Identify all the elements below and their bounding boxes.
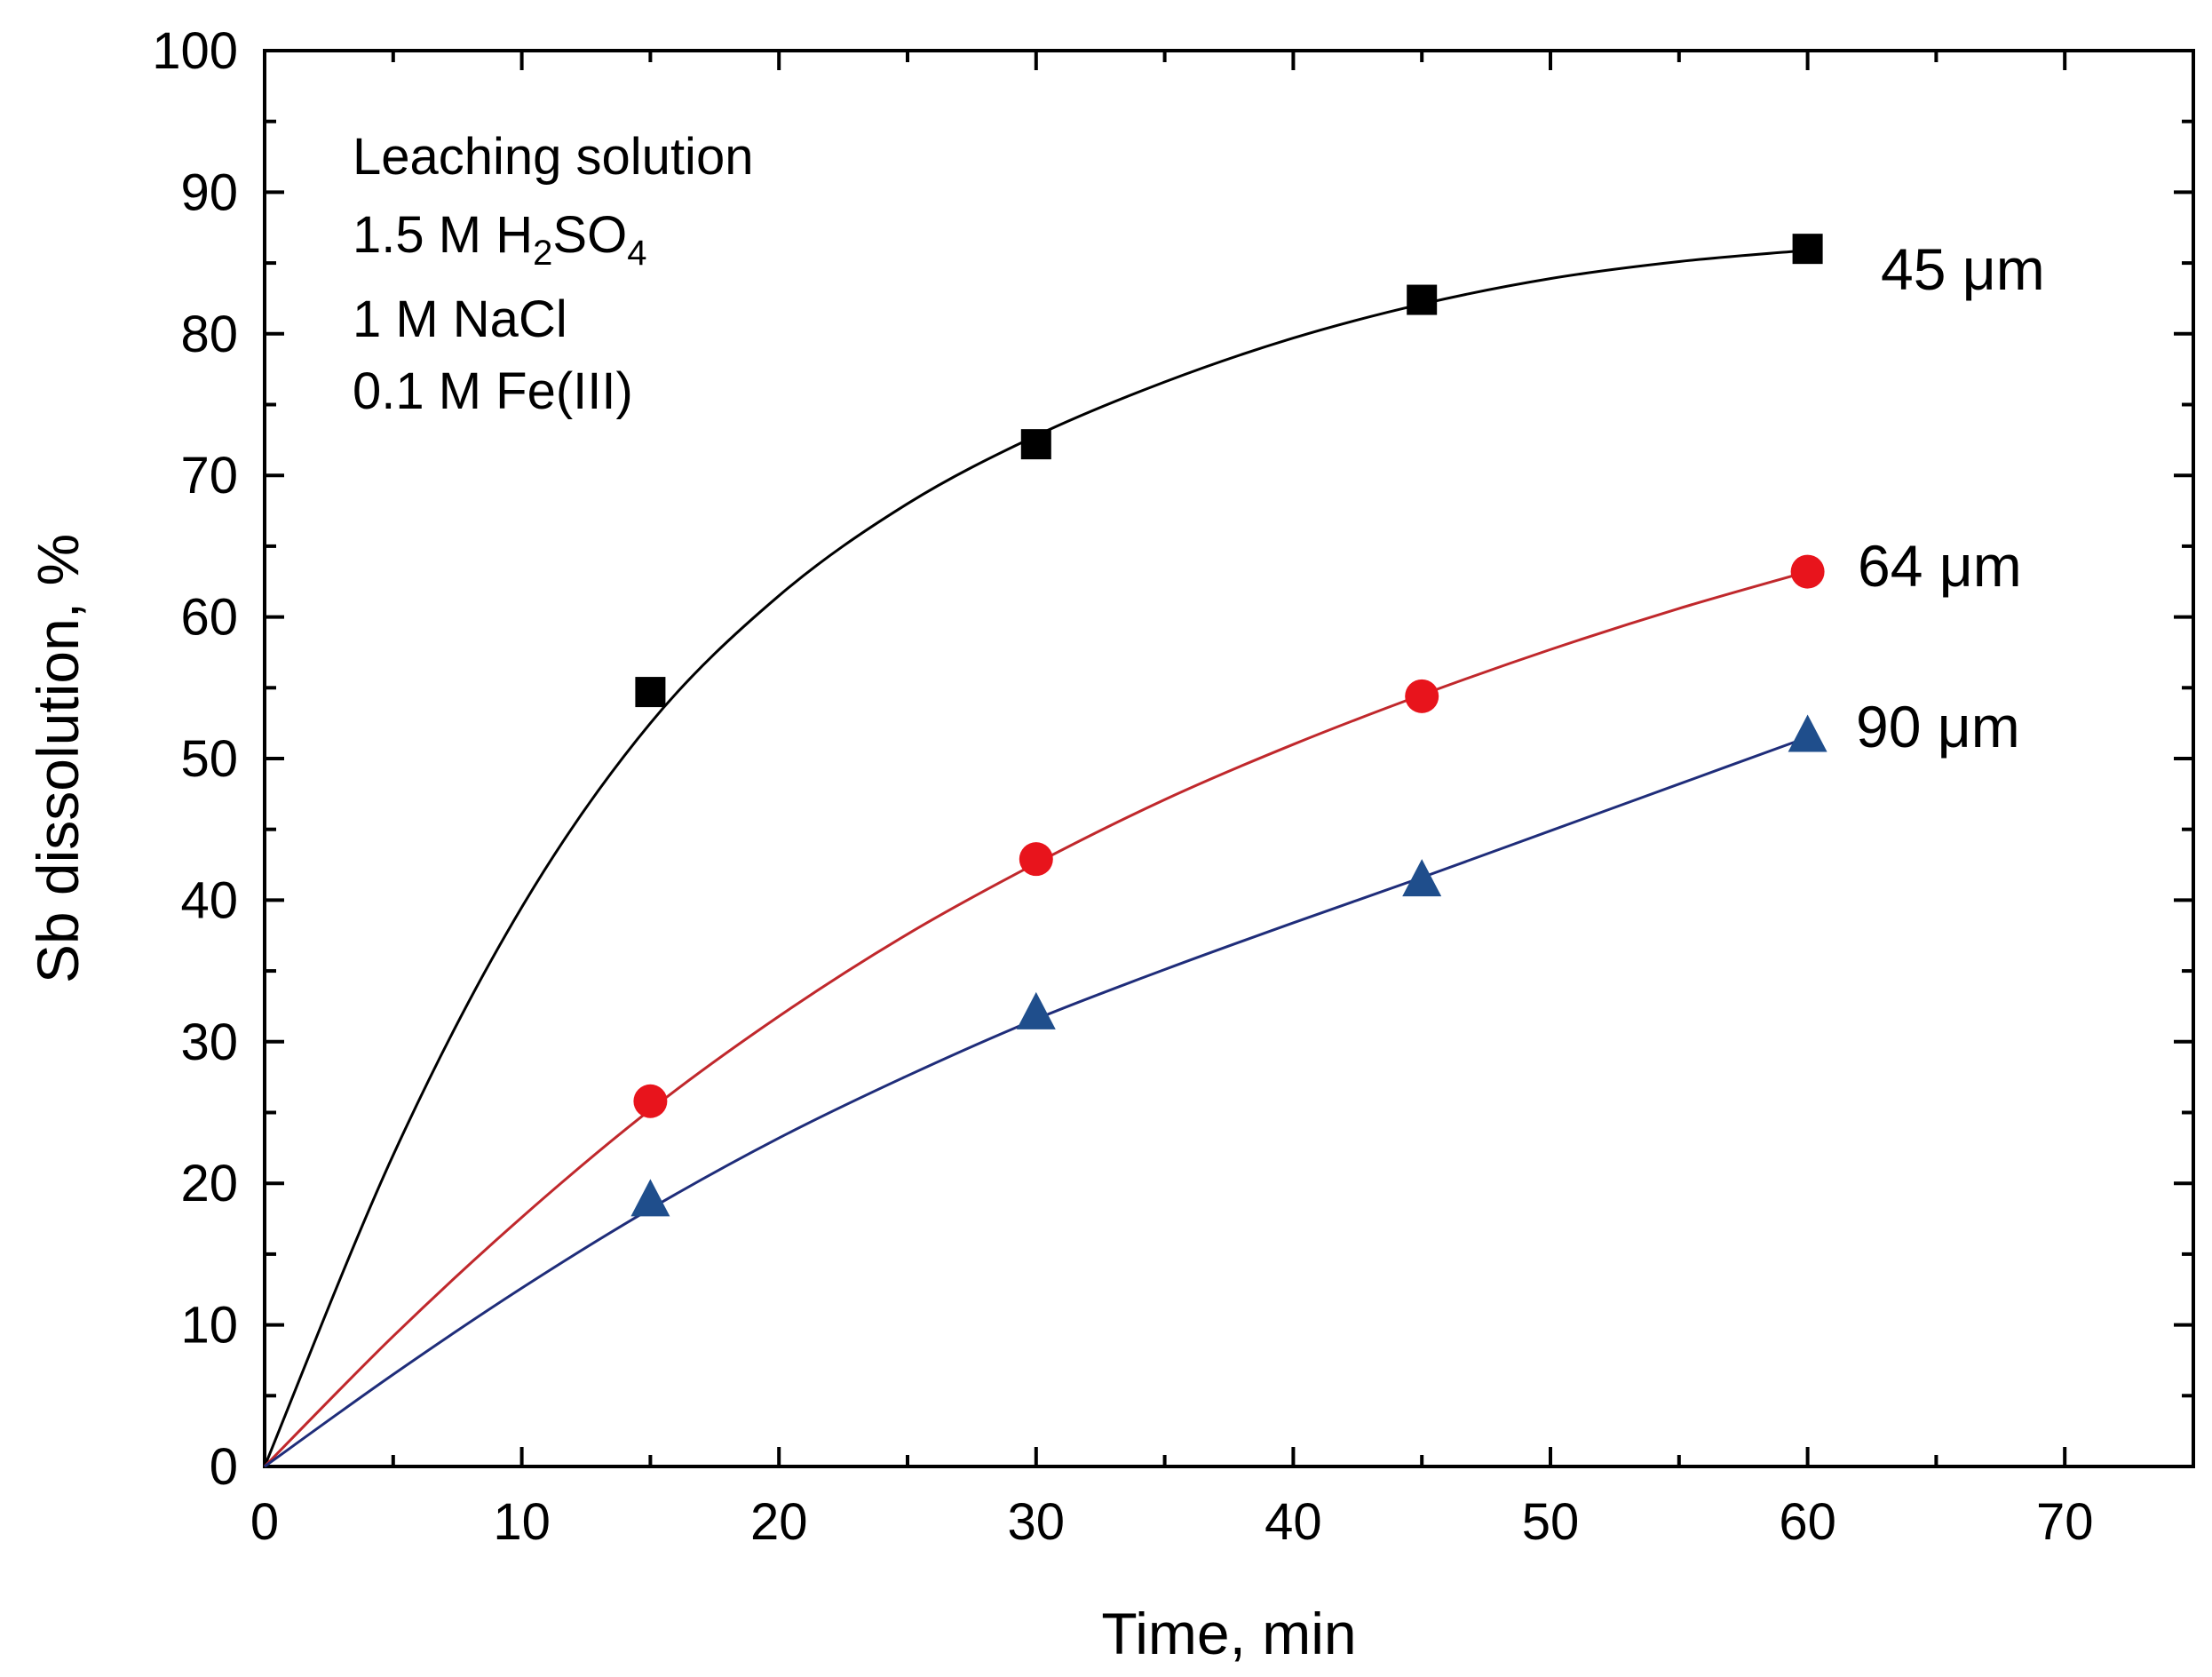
- point-circle: [633, 1084, 668, 1118]
- x-tick-label: 40: [1265, 1493, 1322, 1551]
- point-triangle: [1788, 714, 1827, 752]
- axis-ticks: 0 10 20 30 40 50 60 70 0 10 20 30 40 50 60 70 80 90 100: [152, 22, 2195, 1551]
- y-tick-label: 40: [180, 871, 238, 929]
- y-tick-label: 10: [180, 1297, 238, 1355]
- y-tick-label: 30: [180, 1013, 238, 1071]
- point-square: [1020, 429, 1051, 460]
- series-labels: 45 μm 64 μm 90 μm: [1856, 236, 2045, 759]
- fit-curve-1: [263, 570, 1809, 1468]
- point-circle: [1790, 554, 1825, 589]
- point-square: [635, 677, 666, 708]
- annotation-line-1: Leaching solution: [353, 128, 753, 186]
- x-tick-label: 30: [1008, 1493, 1066, 1551]
- annotation-line-2: 1.5 M H2SO4: [353, 206, 646, 273]
- annotation-block: Leaching solution 1.5 M H2SO4 1 M NaCl 0…: [353, 128, 753, 420]
- x-tick-label: 60: [1779, 1493, 1836, 1551]
- series-label-45um: 45 μm: [1881, 236, 2045, 302]
- y-tick-label: 70: [180, 447, 238, 505]
- series-label-64um: 64 μm: [1858, 533, 2022, 599]
- fit-curve-0: [263, 249, 1808, 1467]
- y-tick-label: 100: [152, 22, 238, 80]
- x-tick-label: 0: [250, 1493, 279, 1551]
- annotation-line-4: 0.1 M Fe(III): [353, 362, 633, 420]
- y-tick-label: 60: [180, 589, 238, 647]
- y-tick-label: 80: [180, 306, 238, 363]
- point-circle: [1405, 679, 1439, 713]
- series-label-90um: 90 μm: [1856, 694, 2020, 759]
- data-markers: [630, 234, 1827, 1217]
- x-tick-label: 50: [1522, 1493, 1580, 1551]
- y-axis-title: Sb dissolution, %: [25, 534, 91, 983]
- y-tick-label: 20: [180, 1155, 238, 1212]
- y-tick-label: 50: [180, 730, 238, 788]
- x-tick-label: 20: [750, 1493, 808, 1551]
- point-circle: [1019, 842, 1053, 877]
- point-square: [1407, 284, 1438, 315]
- y-tick-label: 90: [180, 163, 238, 221]
- x-tick-label: 70: [2036, 1493, 2094, 1551]
- point-triangle: [1016, 991, 1056, 1029]
- point-triangle: [630, 1179, 670, 1217]
- x-axis-title: Time, min: [1101, 1601, 1356, 1666]
- point-triangle: [1402, 859, 1442, 897]
- annotation-line-3: 1 M NaCl: [353, 290, 567, 348]
- x-tick-label: 10: [493, 1493, 551, 1551]
- y-tick-label: 0: [210, 1438, 238, 1496]
- point-square: [1792, 234, 1823, 265]
